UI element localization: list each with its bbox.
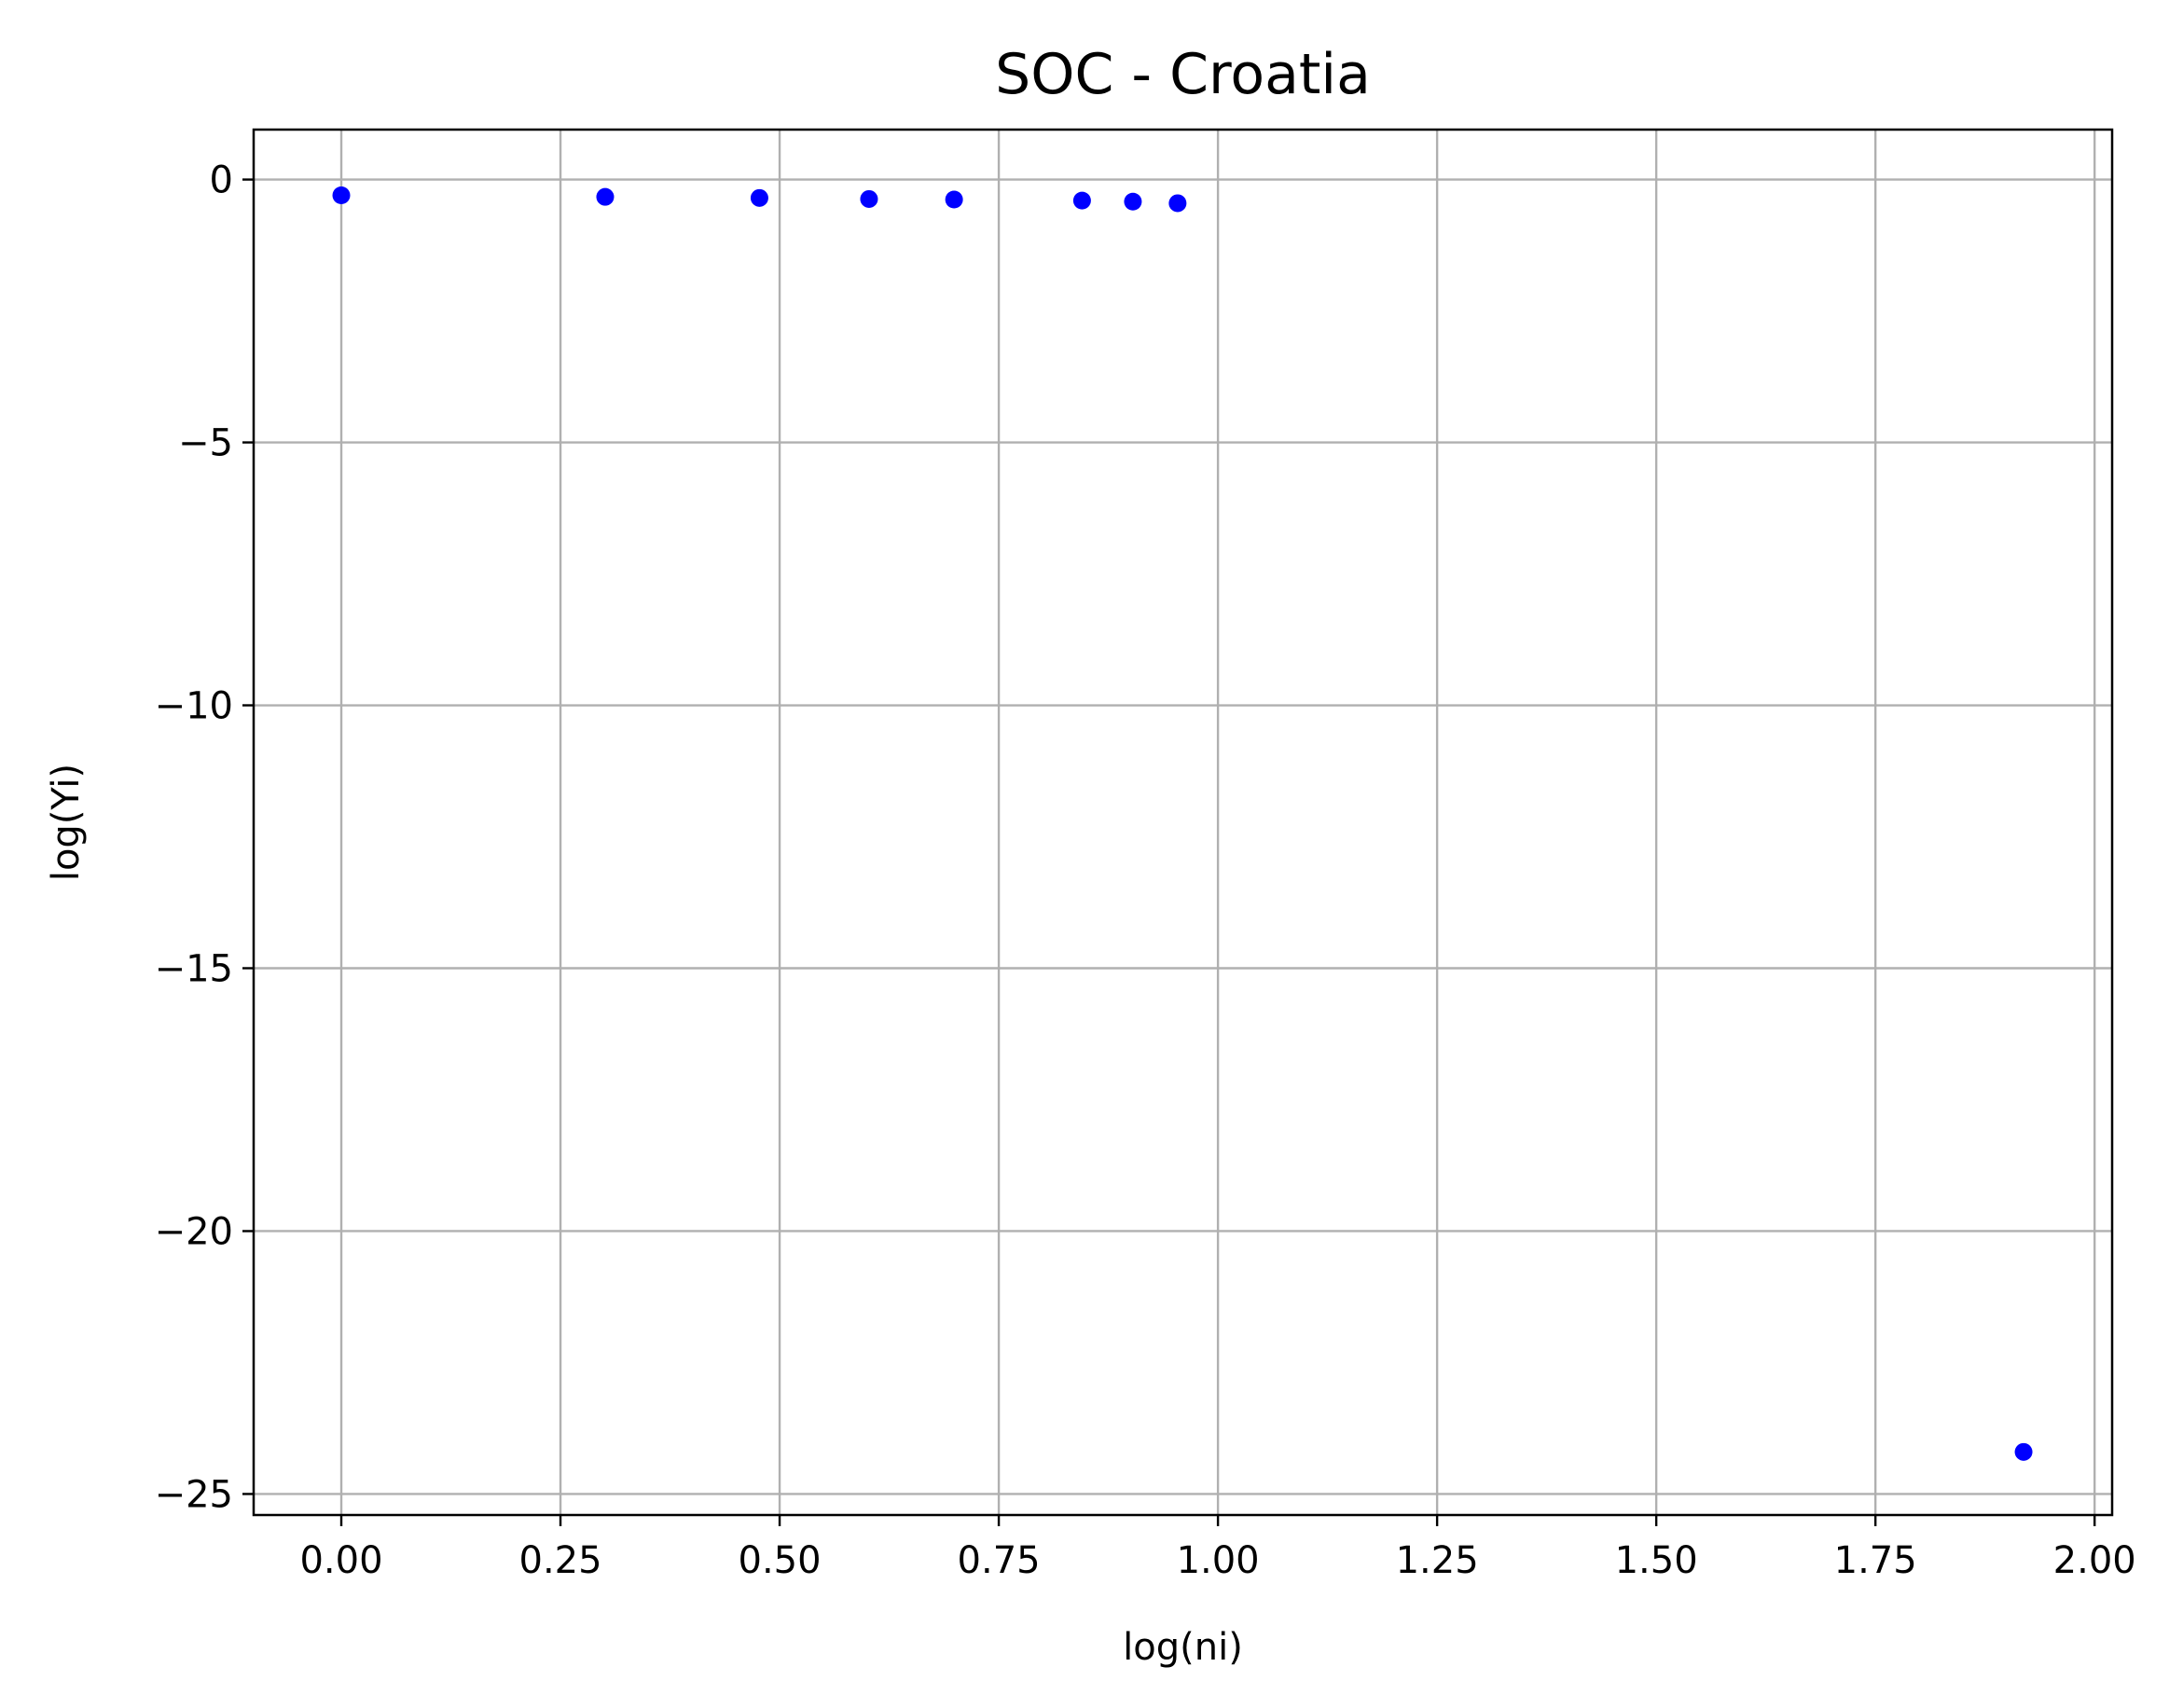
x-tick-label: 1.50 — [1615, 1539, 1698, 1582]
y-tick-label: 0 — [210, 159, 233, 202]
x-tick-label: 2.00 — [2053, 1539, 2136, 1582]
x-tick-label: 0.00 — [299, 1539, 382, 1582]
x-tick-label: 1.25 — [1396, 1539, 1479, 1582]
data-point — [332, 186, 351, 204]
data-point — [596, 187, 615, 206]
chart-title: SOC - Croatia — [995, 42, 1371, 107]
y-tick-label: −25 — [155, 1473, 233, 1516]
plot-frame — [252, 128, 2114, 1517]
data-point — [1072, 191, 1091, 210]
data-points — [332, 186, 2033, 1461]
x-tick-label: 1.75 — [1834, 1539, 1917, 1582]
data-point — [750, 188, 768, 207]
data-point — [860, 189, 878, 208]
x-tick-label: 0.50 — [739, 1539, 822, 1582]
x-tick-label: 0.75 — [958, 1539, 1041, 1582]
data-point — [2014, 1442, 2033, 1461]
y-tick-label: −5 — [178, 422, 233, 465]
data-point — [1124, 192, 1142, 211]
y-tick-label: −10 — [155, 685, 233, 728]
data-point — [1168, 194, 1187, 213]
y-axis-label: log(Yi) — [45, 764, 88, 881]
y-tick-label: −15 — [155, 947, 233, 990]
axis-ticks: 0.00 0.25 0.50 0.75 1.00 1.25 1.50 1.75 2.00 0 −5 −… — [155, 159, 2136, 1582]
grid — [254, 130, 2112, 1515]
data-point — [945, 190, 963, 209]
x-tick-label: 0.25 — [519, 1539, 602, 1582]
y-tick-label: −20 — [155, 1210, 233, 1253]
x-axis-label: log(ni) — [1123, 1626, 1243, 1669]
x-tick-label: 1.00 — [1177, 1539, 1260, 1582]
